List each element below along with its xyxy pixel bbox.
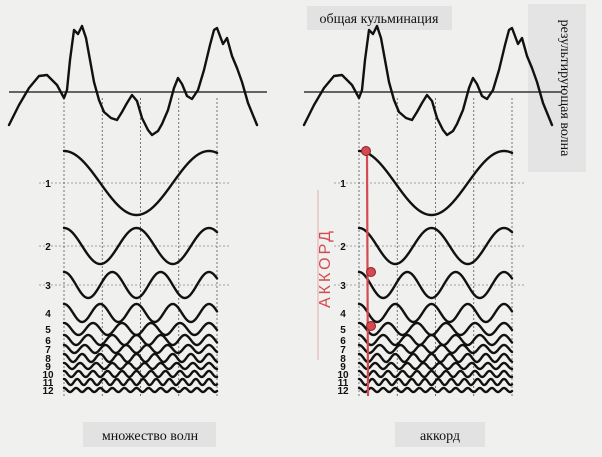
- left-harmonic-label: 10: [42, 370, 54, 381]
- left-harmonic-wave-3: [62, 270, 219, 300]
- left-harmonic-label: 2: [45, 242, 51, 253]
- left-harmonic-label: 4: [45, 309, 51, 320]
- left-harmonic-wave-8: [62, 352, 219, 364]
- right-harmonic-wave-1: [357, 149, 514, 217]
- right-caption-box: [395, 422, 485, 447]
- left-harmonic-label: 5: [45, 325, 51, 336]
- right-harmonic-label: 11: [338, 378, 349, 389]
- chord-marks: [317, 146, 376, 397]
- left-harmonic-label: 7: [45, 345, 51, 356]
- right-harmonic-wave-5: [357, 321, 514, 337]
- left-harmonic-wave-7: [62, 343, 219, 355]
- right-harmonic-label: 9: [340, 362, 346, 373]
- left-harmonic-label: 9: [45, 362, 51, 373]
- right-harmonic-wave-3: [357, 270, 514, 300]
- left-harmonic-wave-1: [62, 149, 219, 217]
- chord-label: АККОРД: [317, 228, 334, 308]
- left-harmonic-label: 8: [45, 354, 51, 365]
- right-harmonic-label: 3: [340, 281, 346, 292]
- left-harmonic-label: 3: [45, 281, 51, 292]
- right-harmonic-wave-11: [357, 377, 514, 387]
- right-harmonic-label: 1: [340, 179, 346, 190]
- left-harmonic-label: 12: [42, 386, 54, 397]
- chord-dot: [366, 321, 376, 331]
- right-harmonic-label: 7: [340, 345, 346, 356]
- left-harmonic-wave-12: [62, 386, 219, 394]
- right-resulting-wave: [302, 24, 554, 137]
- right-harmonic-wave-6: [357, 333, 514, 347]
- right-harmonic-label: 10: [337, 370, 349, 381]
- side-caption-box: [528, 4, 586, 172]
- right-harmonic-label: 2: [340, 242, 346, 253]
- left-harmonic-wave-4: [62, 302, 219, 324]
- left-harmonic-wave-5: [62, 321, 219, 337]
- left-harmonic-label: 6: [45, 336, 51, 347]
- right-caption: аккорд: [420, 429, 460, 444]
- left-harmonic-wave-6: [62, 333, 219, 347]
- right-harmonic-wave-9: [357, 361, 514, 371]
- right-harmonic-wave-2: [357, 226, 514, 266]
- left-harmonic-wave-9: [62, 361, 219, 371]
- right-harmonic-label: 6: [340, 336, 346, 347]
- left-harmonic-wave-10: [62, 369, 219, 379]
- top-caption: общая кульминация: [320, 12, 439, 27]
- right-harmonic-label: 12: [337, 386, 349, 397]
- chord-dot: [361, 146, 371, 156]
- right-harmonic-wave-12: [357, 386, 514, 394]
- right-harmonic-label: 4: [340, 309, 346, 320]
- right-harmonic-wave-10: [357, 369, 514, 379]
- side-caption: результирующая волна: [557, 20, 572, 157]
- right-harmonic-wave-4: [357, 302, 514, 324]
- left-harmonic-label: 11: [43, 378, 54, 389]
- right-harmonic-wave-7: [357, 343, 514, 355]
- top-caption-box: [307, 6, 452, 30]
- left-harmonic-label: 1: [45, 179, 51, 190]
- left-caption-box: [83, 422, 216, 447]
- left-resulting-wave: [7, 24, 259, 137]
- right-harmonic-wave-8: [357, 352, 514, 364]
- right-harmonic-label: 8: [340, 354, 346, 365]
- left-harmonic-wave-11: [62, 377, 219, 387]
- left-harmonic-wave-2: [62, 226, 219, 266]
- right-harmonic-label: 5: [340, 325, 346, 336]
- left-caption: множество волн: [102, 429, 199, 444]
- chord-dot: [366, 267, 376, 277]
